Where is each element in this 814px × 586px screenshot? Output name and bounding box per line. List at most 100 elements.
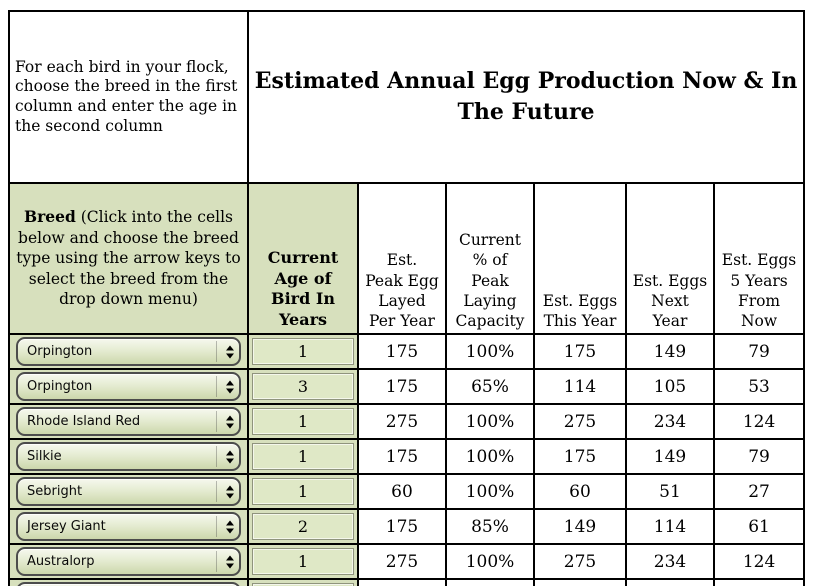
stepper-arrows-icon xyxy=(226,415,234,428)
stepper-arrows-icon xyxy=(226,520,234,533)
eggs-5-years-cell: 61 xyxy=(712,508,806,545)
age-cell: 1 xyxy=(247,543,359,580)
table-row: Orpington 3 175 65% 114 105 53 xyxy=(8,368,806,405)
breed-select-label: Orpington xyxy=(27,344,93,359)
breed-cell: Rhode Island Red xyxy=(8,403,249,440)
breed-select[interactable]: Jersey Giant xyxy=(16,512,241,541)
peak-eggs-cell: 175 xyxy=(357,438,447,475)
peak-eggs-cell: 175 xyxy=(357,333,447,370)
instructions-cell: For each bird in your flock, choose the … xyxy=(8,10,249,184)
breed-select[interactable]: Rhode Island Red xyxy=(16,407,241,436)
age-cell: 2 xyxy=(247,508,359,545)
age-cell: 1 xyxy=(247,473,359,510)
stepper-arrows-icon xyxy=(226,345,234,358)
popup-divider xyxy=(216,481,217,502)
age-input[interactable]: 1 xyxy=(252,338,354,365)
eggs-this-year-cell: 275 xyxy=(533,543,627,580)
stepper-arrows-icon xyxy=(226,485,234,498)
age-input[interactable]: 3 xyxy=(252,373,354,400)
breed-cell: Orpington xyxy=(8,368,249,405)
capacity-cell: 100% xyxy=(445,333,535,370)
eggs-5-years-cell: 27 xyxy=(712,473,806,510)
eggs-5-years-cell xyxy=(712,578,806,586)
popup-divider xyxy=(216,341,217,362)
col-header-eggs-this-year: Est. Eggs This Year xyxy=(533,182,627,335)
age-input[interactable]: 1 xyxy=(252,478,354,505)
age-cell: 3 xyxy=(247,368,359,405)
peak-eggs-cell xyxy=(357,578,447,586)
stepper-arrows-icon xyxy=(226,450,234,463)
age-input[interactable]: 1 xyxy=(252,443,354,470)
eggs-5-years-cell: 124 xyxy=(712,543,806,580)
breed-select-label: Sebright xyxy=(27,484,83,499)
capacity-cell: 100% xyxy=(445,473,535,510)
breed-select[interactable]: Sebright xyxy=(16,477,241,506)
stepper-arrows-icon xyxy=(226,380,234,393)
col-header-current-age: Current Age of Bird In Years xyxy=(247,182,359,335)
peak-eggs-cell: 275 xyxy=(357,543,447,580)
eggs-5-years-cell: 124 xyxy=(712,403,806,440)
eggs-next-year-cell: 234 xyxy=(625,543,715,580)
table-row: Sebright 1 60 100% 60 51 27 xyxy=(8,473,806,510)
breed-select-label: Silkie xyxy=(27,449,62,464)
capacity-cell: 85% xyxy=(445,508,535,545)
eggs-this-year-cell: 149 xyxy=(533,508,627,545)
eggs-next-year-cell: 149 xyxy=(625,333,715,370)
eggs-this-year-cell: 275 xyxy=(533,403,627,440)
breed-cell: Orpington xyxy=(8,333,249,370)
col-header-peak-eggs: Est. Peak Egg Layed Per Year xyxy=(357,182,447,335)
popup-divider xyxy=(216,446,217,467)
breed-cell: Silkie xyxy=(8,438,249,475)
breed-select[interactable] xyxy=(16,582,241,586)
peak-eggs-cell: 275 xyxy=(357,403,447,440)
eggs-next-year-cell: 114 xyxy=(625,508,715,545)
table-row: Silkie 1 175 100% 175 149 79 xyxy=(8,438,806,475)
age-input[interactable]: 1 xyxy=(252,548,354,575)
capacity-cell: 65% xyxy=(445,368,535,405)
breed-header-bold: Breed xyxy=(23,207,76,227)
breed-select[interactable]: Orpington xyxy=(16,372,241,401)
eggs-this-year-cell: 175 xyxy=(533,438,627,475)
table-row: Jersey Giant 2 175 85% 149 114 61 xyxy=(8,508,806,545)
breed-select[interactable]: Australorp xyxy=(16,547,241,576)
breed-select-label: Jersey Giant xyxy=(27,519,106,534)
age-cell: 1 xyxy=(247,333,359,370)
breed-select-label: Rhode Island Red xyxy=(27,414,141,429)
capacity-cell: 100% xyxy=(445,438,535,475)
capacity-cell xyxy=(445,578,535,586)
popup-divider xyxy=(216,516,217,537)
table-row: Rhode Island Red 1 275 100% 275 234 124 xyxy=(8,403,806,440)
age-input[interactable] xyxy=(252,583,354,586)
breed-select-label: Australorp xyxy=(27,554,95,569)
breed-column-header: Breed (Click into the cells below and ch… xyxy=(8,182,249,335)
breed-select[interactable]: Orpington xyxy=(16,337,241,366)
eggs-this-year-cell: 175 xyxy=(533,333,627,370)
eggs-next-year-cell: 105 xyxy=(625,368,715,405)
age-input[interactable]: 2 xyxy=(252,513,354,540)
age-input[interactable]: 1 xyxy=(252,408,354,435)
title-cell: Estimated Annual Egg Production Now & In… xyxy=(246,10,806,184)
egg-production-table: For each bird in your flock, choose the … xyxy=(8,10,806,586)
breed-cell: Australorp xyxy=(8,543,249,580)
eggs-this-year-cell: 60 xyxy=(533,473,627,510)
age-cell xyxy=(247,578,359,586)
age-cell: 1 xyxy=(247,403,359,440)
capacity-cell: 100% xyxy=(445,543,535,580)
popup-divider xyxy=(216,551,217,572)
popup-divider xyxy=(216,411,217,432)
instructions-text: For each bird in your flock, choose the … xyxy=(15,57,238,135)
peak-eggs-cell: 175 xyxy=(357,508,447,545)
eggs-5-years-cell: 53 xyxy=(712,368,806,405)
popup-divider xyxy=(216,376,217,397)
col-header-capacity: Current % of Peak Laying Capacity xyxy=(445,182,535,335)
eggs-this-year-cell xyxy=(533,578,627,586)
breed-header-note: (Click into the cells below and choose t… xyxy=(16,208,241,309)
col-header-eggs-5-years: Est. Eggs 5 Years From Now xyxy=(712,182,806,335)
col-header-eggs-next-year: Est. Eggs Next Year xyxy=(625,182,715,335)
capacity-cell: 100% xyxy=(445,403,535,440)
eggs-next-year-cell: 234 xyxy=(625,403,715,440)
eggs-5-years-cell: 79 xyxy=(712,333,806,370)
eggs-next-year-cell xyxy=(625,578,715,586)
stepper-arrows-icon xyxy=(226,555,234,568)
breed-select[interactable]: Silkie xyxy=(16,442,241,471)
